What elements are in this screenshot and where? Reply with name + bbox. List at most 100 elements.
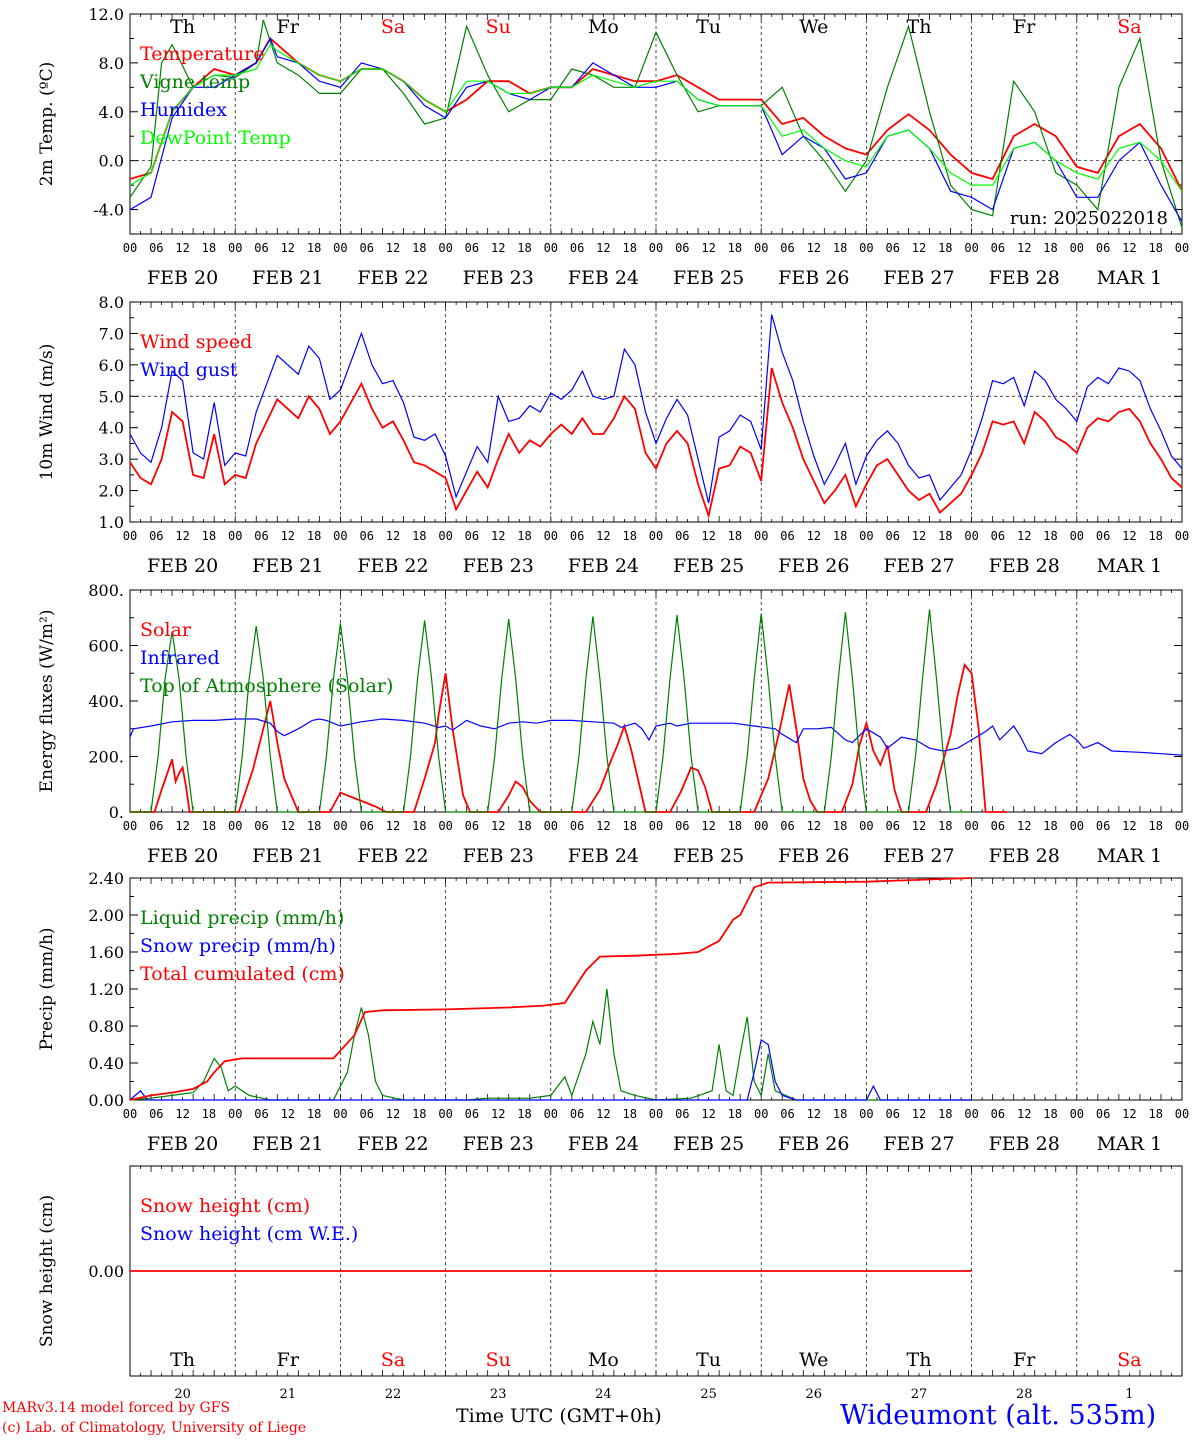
- panel-5-weekday-label: Th: [170, 1349, 195, 1371]
- panel-4-hour-label: 00: [333, 1107, 347, 1121]
- panel-3-hour-label: 00: [1070, 819, 1084, 833]
- panel-1-hour-label: 00: [649, 241, 663, 255]
- panel-4-y-tick-label: 0.00: [88, 1091, 124, 1110]
- panel-2-hour-label: 12: [807, 529, 821, 543]
- panel-4-hour-label: 06: [149, 1107, 163, 1121]
- panel-4-hour-label: 06: [359, 1107, 373, 1121]
- panel-1-date-label: FEB 23: [463, 267, 534, 289]
- panel-1-hour-label: 18: [412, 241, 426, 255]
- panel-4-y-tick-label: 2.00: [88, 906, 124, 925]
- panel-1-hour-label: 06: [780, 241, 794, 255]
- panel-2-y-tick-label: 4.0: [99, 419, 124, 438]
- panel-4-hour-label: 06: [570, 1107, 584, 1121]
- panel-1-hour-label: 18: [833, 241, 847, 255]
- panel-4-hour-label: 06: [465, 1107, 479, 1121]
- panel-3-hour-label: 12: [807, 819, 821, 833]
- panel-3-hour-label: 06: [885, 819, 899, 833]
- panel-4-date-label: FEB 28: [989, 1133, 1060, 1155]
- panel-5-day-number: 26: [806, 1387, 823, 1402]
- panel-1-hour-label: 06: [885, 241, 899, 255]
- panel-3-hour-label: 18: [728, 819, 742, 833]
- panel-1-weekday-label: Sa: [381, 16, 405, 38]
- panel-1-date-label: FEB 22: [357, 267, 428, 289]
- panel-4-y-tick-label: 0.40: [88, 1054, 124, 1073]
- panel-2-hour-label: 06: [359, 529, 373, 543]
- panel-2-hour-label: 12: [1017, 529, 1031, 543]
- panel-3-hour-label: 18: [1148, 819, 1162, 833]
- panel-2-hour-label: 00: [1175, 529, 1189, 543]
- panel-4-y-tick-label: 0.80: [88, 1017, 124, 1036]
- panel-3-hour-label: 06: [991, 819, 1005, 833]
- panel-2-y-axis-label: 10m Wind (m/s): [37, 344, 57, 481]
- panel-2-date-label: FEB 24: [568, 555, 639, 577]
- panel-1-series-4-line: [129, 43, 1183, 192]
- panel-3-hour-label: 18: [517, 819, 531, 833]
- panel-3-hour-label: 00: [964, 819, 978, 833]
- panel-4-y-tick-label: 1.60: [88, 943, 124, 962]
- panel-1-hour-label: 00: [544, 241, 558, 255]
- panel-5-weekday-label: We: [799, 1349, 828, 1371]
- panel-1-hour-label: 00: [123, 241, 137, 255]
- panel-1-weekday-label: Th: [907, 16, 932, 38]
- panel-2-hour-label: 12: [912, 529, 926, 543]
- panel-4-hour-label: 12: [596, 1107, 610, 1121]
- panel-2-hour-label: 06: [675, 529, 689, 543]
- panel-1-hour-label: 06: [1096, 241, 1110, 255]
- panel-4-hour-label: 00: [544, 1107, 558, 1121]
- panel-1-hour-label: 12: [491, 241, 505, 255]
- panel-1-weekday-label: We: [799, 16, 828, 38]
- panel-2-y-tick-label: 5.0: [99, 387, 124, 406]
- panel-4-hour-label: 12: [281, 1107, 295, 1121]
- panel-2-y-tick-label: 6.0: [99, 356, 124, 375]
- panel-4-date-label: FEB 27: [883, 1133, 954, 1155]
- panel-1-legend-entry: Temperature: [140, 43, 264, 65]
- panel-1-hour-label: 18: [517, 241, 531, 255]
- panel-3-hour-label: 18: [412, 819, 426, 833]
- panel-2-hour-label: 18: [833, 529, 847, 543]
- panel-5-weekday-label: Sa: [381, 1349, 405, 1371]
- panel-1-hour-label: 12: [807, 241, 821, 255]
- panel-4-hour-label: 00: [1070, 1107, 1084, 1121]
- panel-1-hour-label: 12: [701, 241, 715, 255]
- panel-2-y-tick-label: 2.0: [99, 482, 124, 501]
- panel-3-date-label: FEB 20: [147, 845, 218, 867]
- panel-5-day-number: 28: [1016, 1387, 1033, 1402]
- panel-2-y-tick-label: 8.0: [99, 293, 124, 312]
- panel-3-hour-label: 06: [359, 819, 373, 833]
- panel-1-hour-label: 00: [438, 241, 452, 255]
- panel-4-hour-label: 12: [1017, 1107, 1031, 1121]
- panel-3-y-tick-label: 400.: [88, 692, 124, 711]
- panel-1-date-label: FEB 25: [673, 267, 744, 289]
- panel-4-hour-label: 06: [675, 1107, 689, 1121]
- panel-3-hour-label: 12: [596, 819, 610, 833]
- panel-2-date-label: MAR 1: [1097, 555, 1163, 577]
- panel-1-weekday-label: Su: [486, 16, 511, 38]
- panel-3-hour-label: 12: [491, 819, 505, 833]
- panel-1-hour-label: 12: [1017, 241, 1031, 255]
- panel-2-series-2-line: [129, 314, 1183, 504]
- panel-4-series-2-line: [129, 1038, 972, 1101]
- panel-3-hour-label: 06: [675, 819, 689, 833]
- panel-5-y-axis-label: Snow height (cm): [37, 1195, 57, 1347]
- panel-1-weekday-label: Tu: [696, 16, 721, 38]
- panel-4-hour-label: 00: [964, 1107, 978, 1121]
- panel-1-date-label: FEB 27: [883, 267, 954, 289]
- panel-3-y-axis-label: Energy fluxes (W/m²): [37, 610, 57, 793]
- panel-4-hour-label: 18: [412, 1107, 426, 1121]
- panel-4-hour-label: 00: [754, 1107, 768, 1121]
- panel-1-hour-label: 12: [912, 241, 926, 255]
- panel-4-date-label: FEB 23: [463, 1133, 534, 1155]
- panel-4-hour-label: 06: [991, 1107, 1005, 1121]
- panel-4-hour-label: 12: [701, 1107, 715, 1121]
- panel-2-date-label: FEB 26: [778, 555, 849, 577]
- panel-3-y-tick-label: 800.: [88, 581, 124, 600]
- panel-2-hour-label: 18: [1043, 529, 1057, 543]
- panel-4-y-tick-label: 1.20: [88, 980, 124, 999]
- panel-5-day-number: 20: [174, 1387, 191, 1402]
- panel-3-date-label: FEB 27: [883, 845, 954, 867]
- panel-3-y-tick-label: 600.: [88, 637, 124, 656]
- panel-4-hour-label: 18: [517, 1107, 531, 1121]
- panel-1-hour-label: 12: [386, 241, 400, 255]
- panel-3-hour-label: 18: [307, 819, 321, 833]
